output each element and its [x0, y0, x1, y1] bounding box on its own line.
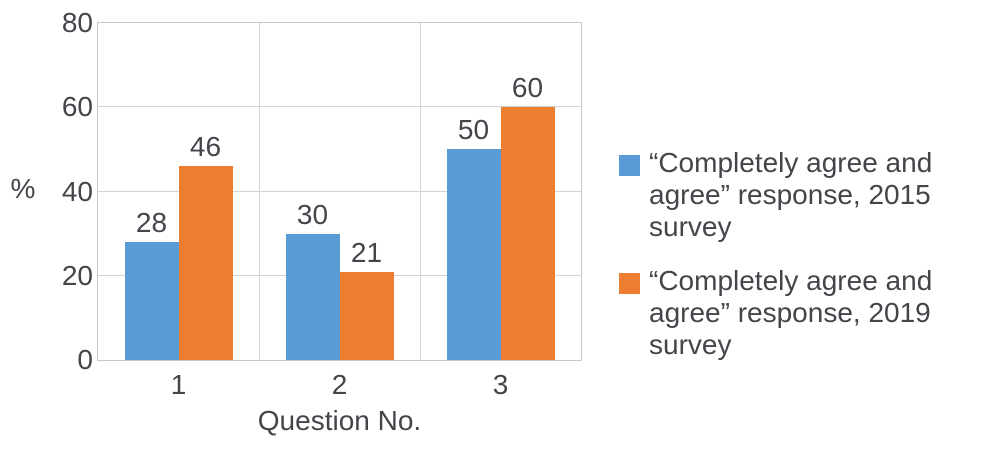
- bar-value-label: 46: [189, 131, 222, 163]
- legend-item-2019-survey: “Completely agree and agree” response, 2…: [619, 265, 989, 361]
- bar-value-label: 60: [511, 72, 544, 104]
- y-tick-label: 0: [77, 344, 93, 375]
- x-tick-label: 2: [331, 369, 348, 400]
- bar-2019-q3: [500, 107, 555, 360]
- bar-value-label: 28: [135, 207, 168, 239]
- bar-2015-q2: [285, 233, 340, 360]
- plot-area: 28 46 30 21 50 60: [97, 22, 582, 361]
- bar-value-label: 30: [296, 198, 329, 230]
- h-gridline: [98, 106, 581, 108]
- x-axis-title: Question No.: [257, 405, 422, 436]
- y-tick-label: 40: [61, 175, 93, 207]
- legend-swatch-2019-icon: [619, 273, 640, 294]
- bar-value-label: 21: [350, 236, 383, 268]
- v-gridline: [420, 23, 421, 360]
- y-tick-label: 60: [61, 91, 93, 123]
- legend-label-2019-survey: “Completely agree and agree” response, 2…: [649, 265, 933, 360]
- bar-2015-q1: [124, 242, 179, 360]
- v-gridline: [259, 23, 260, 360]
- y-tick-label: 80: [61, 7, 93, 38]
- y-axis-title: %: [10, 173, 36, 204]
- legend: “Completely agree and agree” response, 2…: [619, 147, 989, 383]
- h-gridline: [98, 190, 581, 192]
- bar-2015-q3: [446, 149, 501, 360]
- bar-2019-q2: [339, 271, 394, 360]
- legend-swatch-2015-icon: [619, 155, 640, 176]
- legend-item-2015-survey: “Completely agree and agree” response, 2…: [619, 147, 989, 243]
- bar-2019-q1: [178, 166, 233, 360]
- x-tick-label: 1: [170, 369, 187, 400]
- bar-value-label: 50: [457, 114, 490, 146]
- x-tick-label: 3: [492, 369, 509, 400]
- y-tick-label: 20: [61, 259, 93, 291]
- legend-label-2015-survey: “Completely agree and agree” response, 2…: [649, 147, 933, 242]
